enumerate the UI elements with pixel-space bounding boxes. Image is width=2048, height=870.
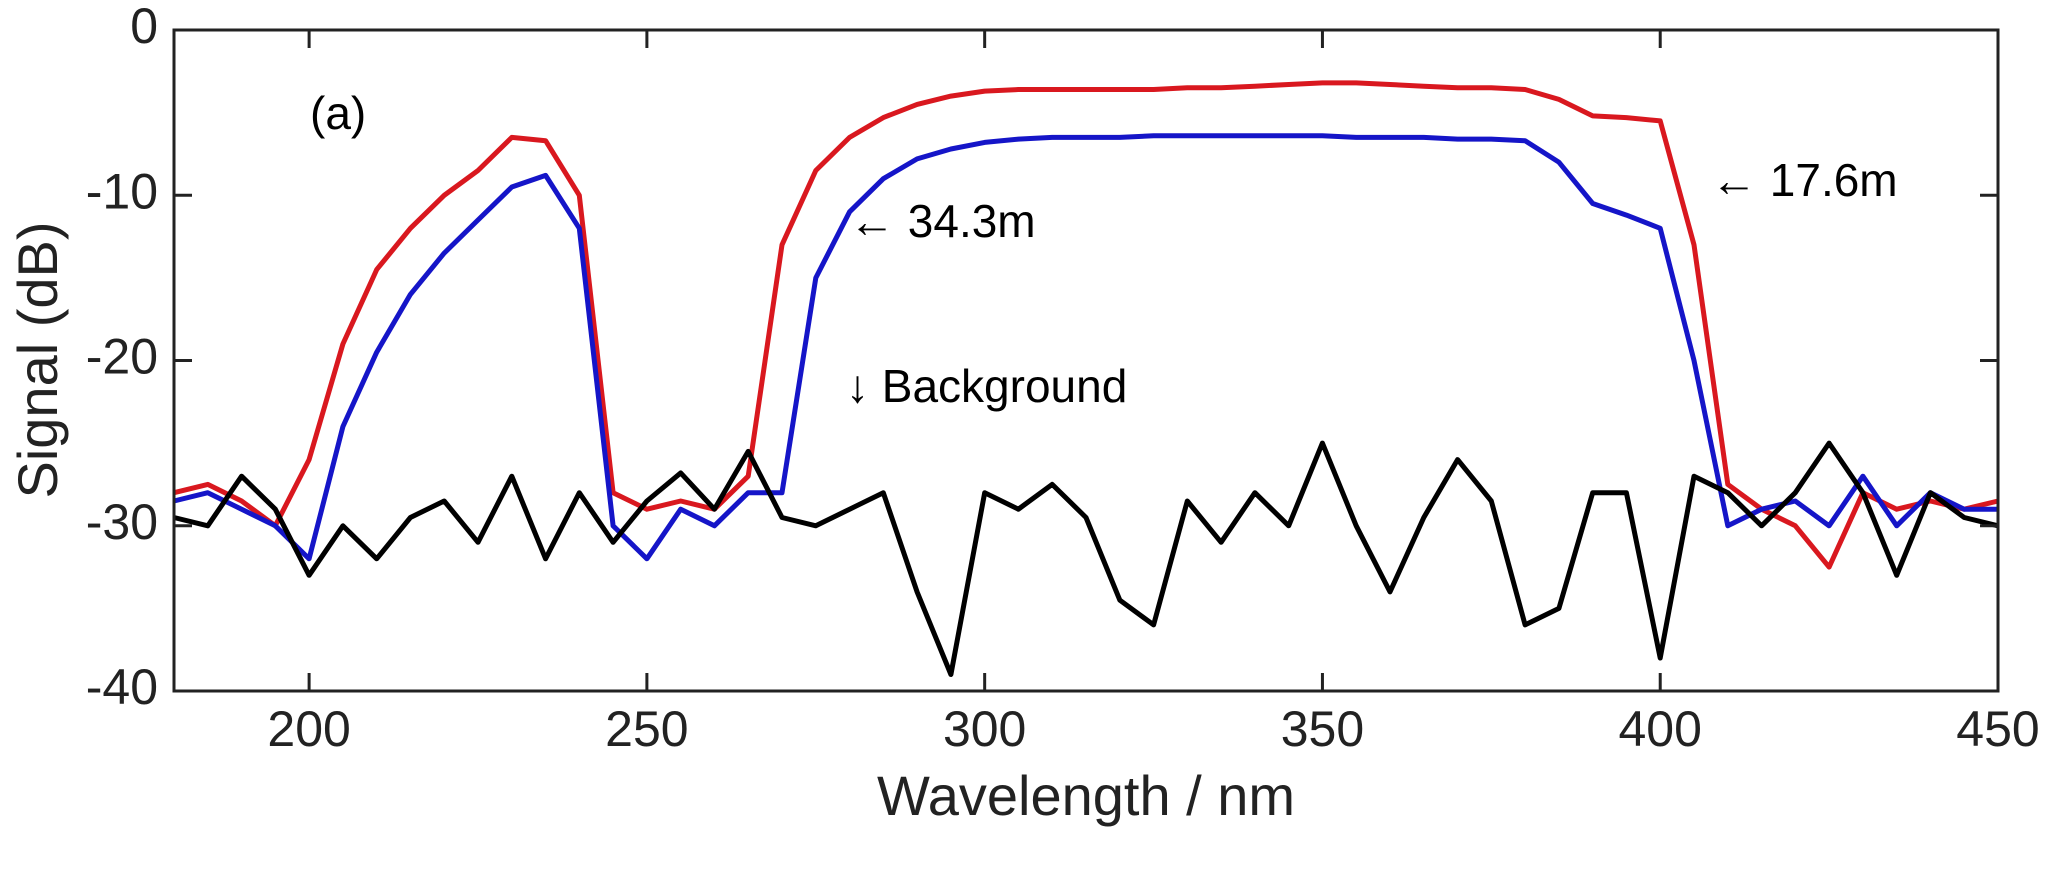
x-axis-label: Wavelength / nm	[877, 764, 1295, 827]
annotation: ← 17.6m	[1711, 154, 1898, 206]
series-line	[173, 133, 1998, 562]
y-tick-label: -30	[86, 494, 158, 550]
x-tick-label: 400	[1619, 701, 1702, 757]
x-tick-label: 300	[943, 701, 1026, 757]
y-tick-label: 0	[130, 0, 158, 54]
annotation: ← 34.3m	[849, 195, 1036, 247]
y-tick-label: -40	[86, 659, 158, 715]
x-tick-label: 250	[605, 701, 688, 757]
y-axis-label: Signal (dB)	[6, 221, 69, 498]
x-tick-label: 200	[267, 701, 350, 757]
y-tick-label: -20	[86, 329, 158, 385]
y-tick-label: -10	[86, 163, 158, 219]
annotation: ↓ Background	[846, 360, 1127, 412]
series-line	[173, 440, 1999, 677]
x-tick-label: 450	[1956, 701, 2039, 757]
x-tick-label: 350	[1281, 701, 1364, 757]
series-line	[173, 80, 1999, 570]
annotation: (a)	[310, 87, 366, 139]
